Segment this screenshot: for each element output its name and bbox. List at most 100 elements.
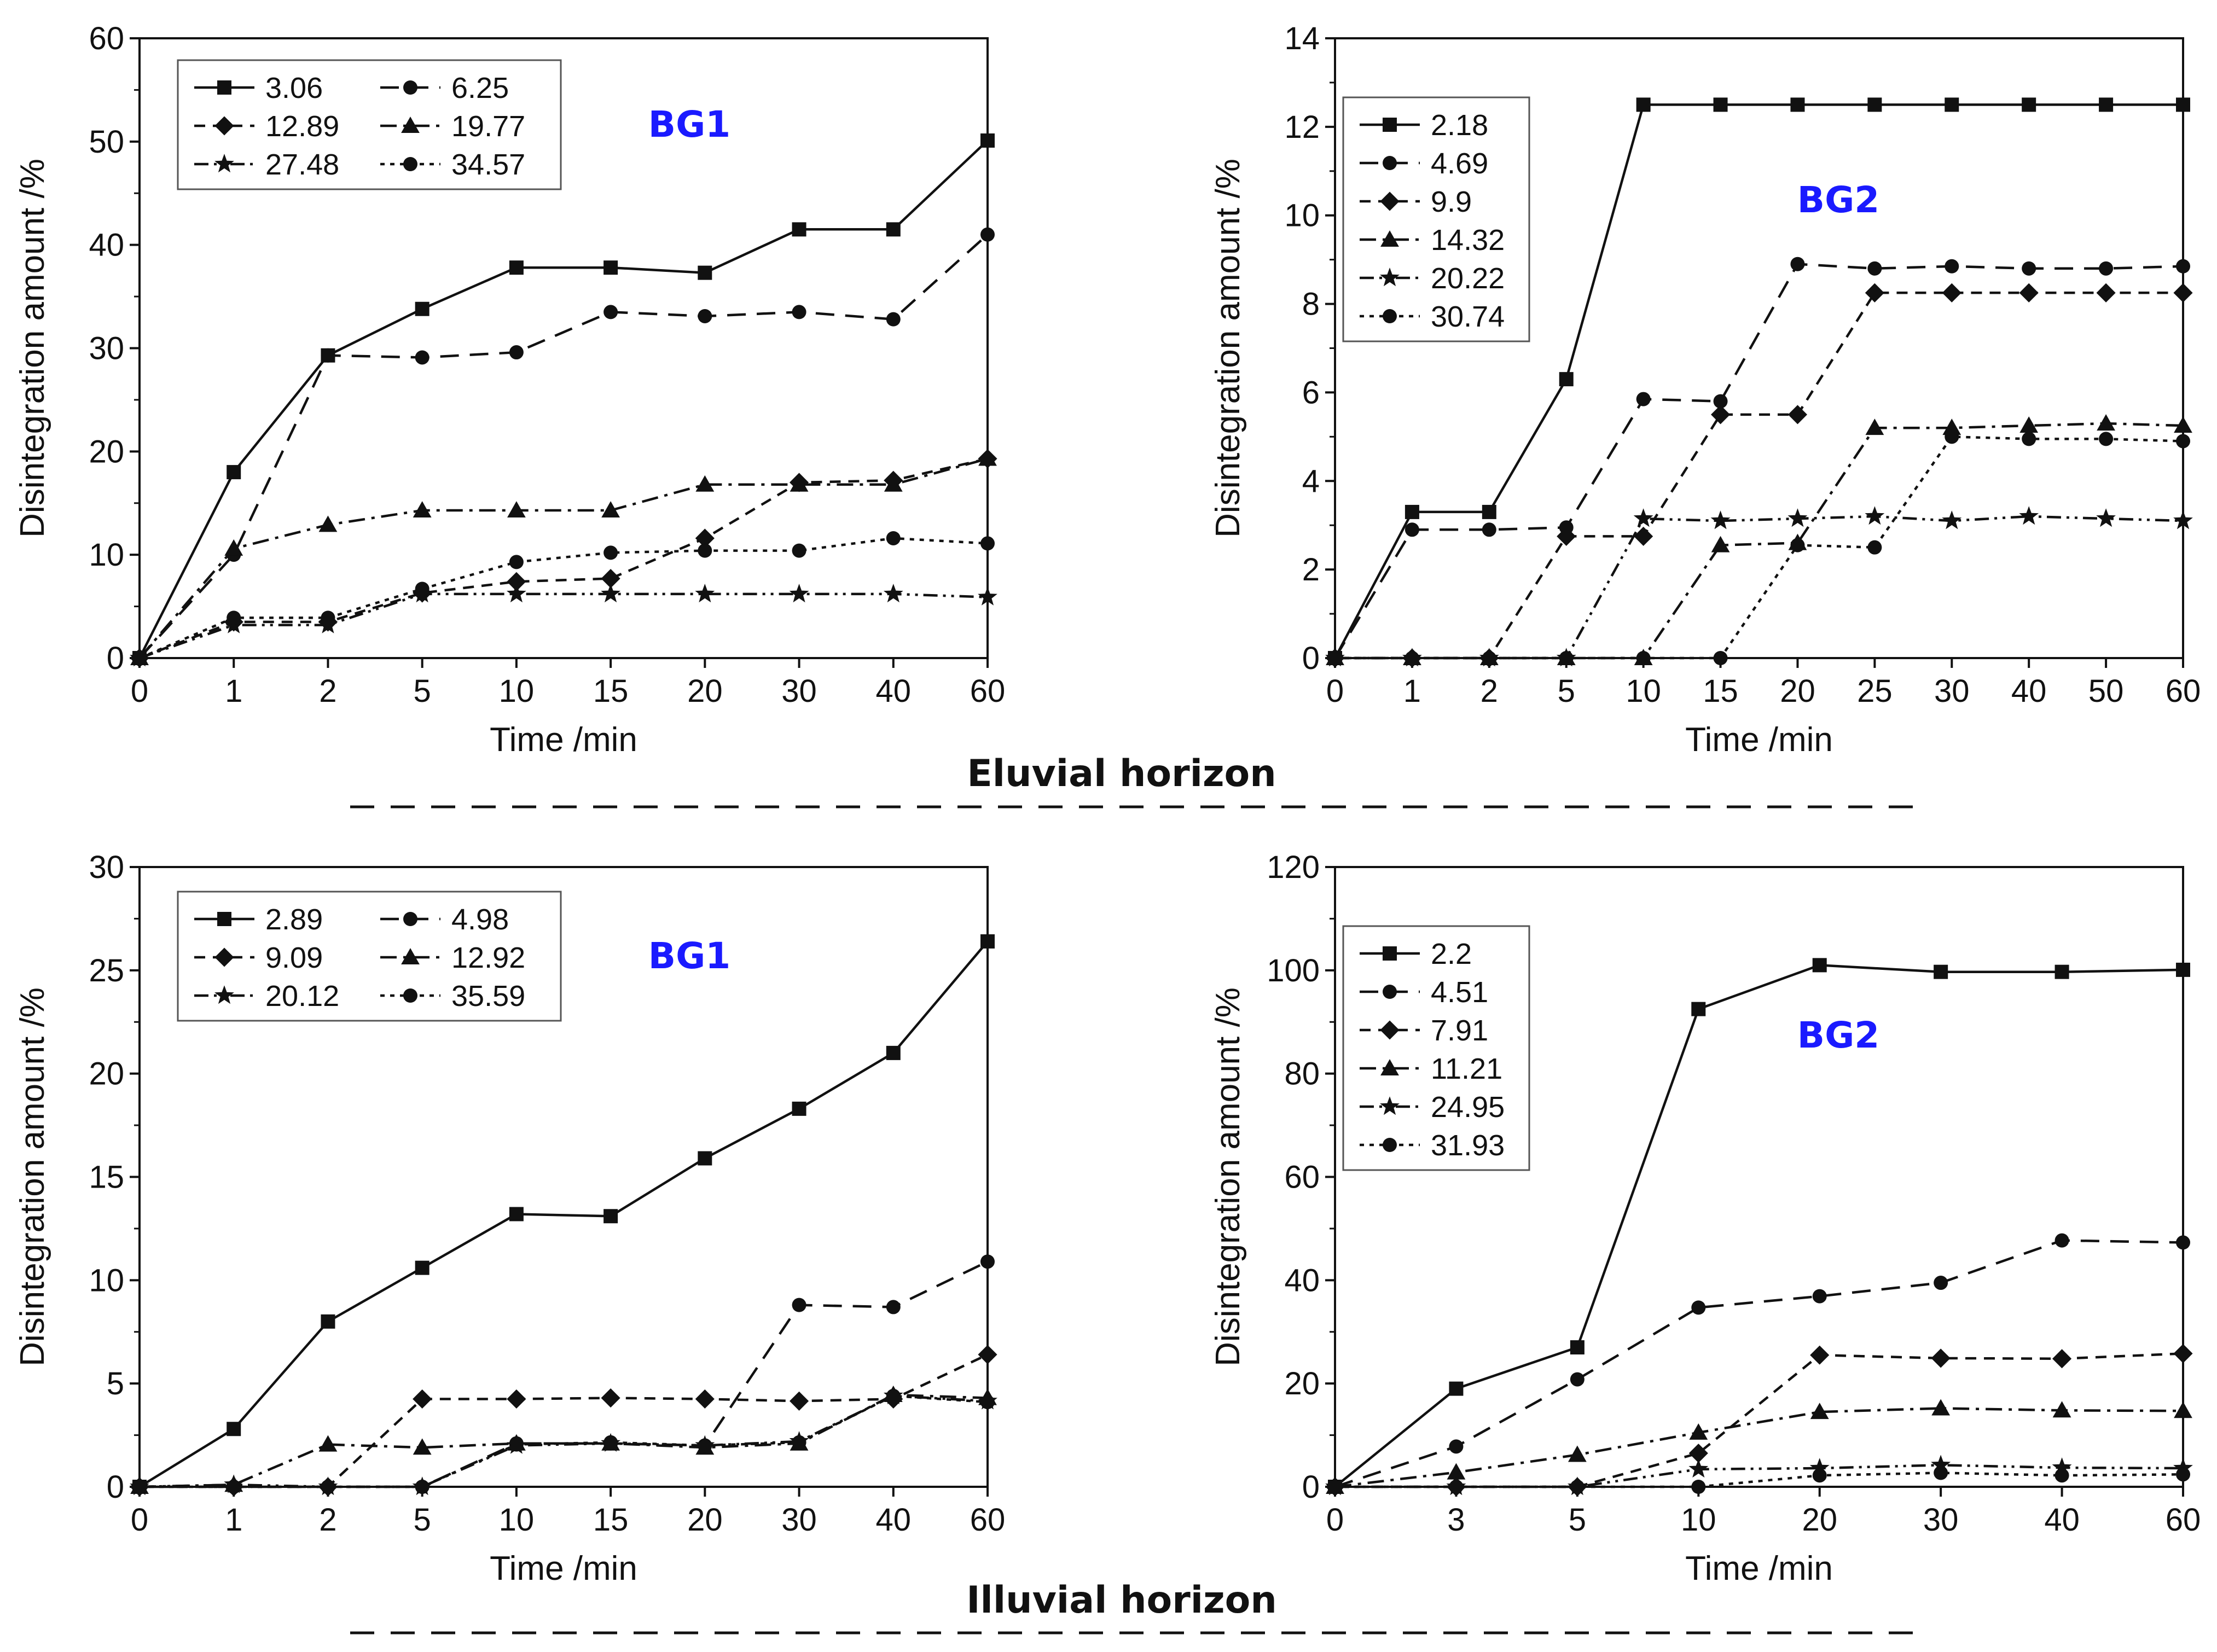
chart-bottom-right-data-point <box>1812 958 1827 973</box>
chart-bottom-right-legend-item: 11.21 <box>1360 1052 1502 1085</box>
chart-bottom-left-data-point <box>980 934 995 949</box>
chart-top-left-title: BG1 <box>648 103 730 146</box>
chart-bottom-right-data-point <box>1934 964 1948 979</box>
chart-top-right-legend-marker <box>1383 156 1397 170</box>
chart-top-left-data-point <box>321 610 335 625</box>
chart-top-left-data-point <box>978 449 997 466</box>
chart-top-right-data-point <box>2097 414 2115 431</box>
chart-bottom-right-data-point <box>2052 1401 2071 1418</box>
chart-top-left-data-point <box>509 345 524 360</box>
chart-top-left-y-tick-label: 40 <box>89 228 124 263</box>
chart-top-right-data-point <box>1790 257 1805 271</box>
chart-bottom-left-legend-marker <box>403 912 417 926</box>
chart-top-right-data-point <box>1713 651 1728 665</box>
chart-bottom-left-legend-item: 35.59 <box>380 980 525 1013</box>
chart-top-left-legend-item: 12.89 <box>194 110 339 143</box>
chart-bottom-right-series-line <box>1334 964 2184 1488</box>
chart-bottom-right-legend-label: 7.91 <box>1431 1014 1488 1047</box>
chart-bottom-left-legend-label: 4.98 <box>451 903 509 936</box>
chart-bottom-left-data-point <box>507 1389 526 1409</box>
chart-top-left-y-tick-label: 60 <box>89 21 124 56</box>
chart-top-left-data-point <box>415 301 430 316</box>
chart-top-right-legend-label: 14.32 <box>1431 224 1505 257</box>
chart-bottom-left-legend-item: 9.09 <box>194 941 323 974</box>
chart-bottom-left-title: BG1 <box>648 935 730 977</box>
chart-top-left-legend-item: 6.25 <box>380 72 509 104</box>
chart-top-left-legend-label: 6.25 <box>451 72 509 104</box>
chart-bottom-right-data-point <box>2173 1343 2193 1363</box>
chart-top-right-data-point <box>2176 97 2190 112</box>
chart-bottom-left-data-point <box>321 1480 335 1494</box>
chart-bottom-right-x-tick-label: 10 <box>1681 1502 1716 1538</box>
panel-top-left: 0 10 20 30 40 50 60 0 1 2 5 10 15 20 30 40 60 Time /min Di… <box>14 21 1005 759</box>
chart-bottom-right-series-line <box>1335 1352 2184 1488</box>
chart-bottom-left-legend-label: 35.59 <box>451 980 525 1013</box>
chart-bottom-right-legend-box <box>1342 925 1530 1171</box>
chart-top-right-data-point <box>1559 651 1574 665</box>
chart-bottom-left-legend-label: 20.12 <box>265 980 339 1013</box>
chart-bottom-left-series-line <box>140 1353 988 1488</box>
chart-bottom-left-legend-marker <box>217 912 231 926</box>
chart-bottom-left-x-tick-label: 30 <box>781 1502 817 1538</box>
chart-top-right-legend-marker <box>1380 191 1400 211</box>
chart-top-left-x-tick-label: 5 <box>414 673 431 709</box>
chart-top-left-data-point <box>415 350 430 365</box>
chart-top-left-data-point <box>792 543 806 558</box>
chart-top-left-data-point <box>321 348 335 363</box>
chart-bottom-left-data-point <box>886 1045 901 1060</box>
chart-top-right-series-line <box>1335 292 2183 660</box>
chart-bottom-left-data-point <box>698 1151 712 1166</box>
chart-top-right-y-tick-label: 14 <box>1284 21 1320 56</box>
chart-top-left-data-point <box>792 222 806 237</box>
chart-bottom-right-data-point <box>1934 1276 1948 1290</box>
chart-bottom-left-x-tick-label: 1 <box>225 1502 242 1538</box>
chart-top-left-series-27.48 <box>130 584 997 667</box>
chart-top-right-y-tick-label: 0 <box>1302 641 1320 676</box>
chart-top-right-data-point <box>1942 418 1961 435</box>
chart-bottom-left-x-tick-label: 10 <box>499 1502 535 1538</box>
chart-top-right-data-point <box>1713 394 1728 409</box>
chart-top-right-data-point <box>1633 508 1653 527</box>
chart-bottom-right-data-point <box>1934 1465 1948 1480</box>
chart-top-right-data-point <box>1945 259 1959 274</box>
chart-top-left-data-point <box>413 501 432 517</box>
chart-top-right-data-point <box>1787 508 1808 527</box>
chart-top-right-legend-item: 20.22 <box>1360 262 1505 295</box>
chart-top-right-data-point <box>1865 506 1885 525</box>
chart-bottom-left-x-tick-label: 20 <box>687 1502 723 1538</box>
chart-bottom-left-data-point <box>413 1389 432 1409</box>
chart-top-left-legend-label: 12.89 <box>265 110 339 143</box>
chart-top-left-data-point <box>601 501 620 517</box>
chart-top-right-legend-item: 2.18 <box>1360 109 1488 142</box>
chart-bottom-right-data-point <box>1931 1348 1951 1368</box>
chart-bottom-right-x-tick-label: 5 <box>1569 1502 1586 1538</box>
chart-top-right-title: BG2 <box>1797 179 1879 221</box>
chart-top-right-data-point <box>2019 283 2039 303</box>
chart-top-left-data-point <box>507 501 526 517</box>
chart-bottom-right-legend-item: 31.93 <box>1360 1129 1505 1162</box>
chart-top-left-legend-marker <box>401 117 420 133</box>
chart-bottom-left-legend-marker <box>403 988 417 1003</box>
chart-top-right-data-point <box>1482 504 1496 519</box>
chart-bottom-left-data-point <box>792 1101 806 1116</box>
chart-bottom-left-series-4.98 <box>132 1254 995 1494</box>
chart-bottom-left-data-point <box>415 1480 430 1494</box>
chart-top-right-data-point <box>2176 259 2190 274</box>
chart-bottom-right-data-point <box>1570 1372 1585 1387</box>
chart-bottom-right-data-point <box>2173 1458 2193 1477</box>
chart-bottom-right-data-point <box>2055 1233 2069 1248</box>
chart-bottom-left-series-line <box>139 1393 988 1488</box>
chart-bottom-right-data-point <box>1810 1403 1829 1420</box>
chart-top-right-data-point <box>2176 434 2190 449</box>
chart-top-right-data-point <box>1790 97 1805 112</box>
chart-top-right-y-tick-label: 4 <box>1302 463 1320 499</box>
chart-bottom-right-data-point <box>1447 1463 1466 1480</box>
chart-top-right-data-point <box>1328 651 1342 665</box>
chart-top-right-legend-label: 4.69 <box>1431 147 1488 180</box>
chart-top-left-data-point <box>698 309 712 323</box>
chart-bottom-left-data-point <box>321 1314 335 1329</box>
chart-top-left-data-point <box>132 651 147 665</box>
chart-top-right-data-point <box>1636 97 1651 112</box>
chart-bottom-left-series-line <box>139 1394 988 1488</box>
